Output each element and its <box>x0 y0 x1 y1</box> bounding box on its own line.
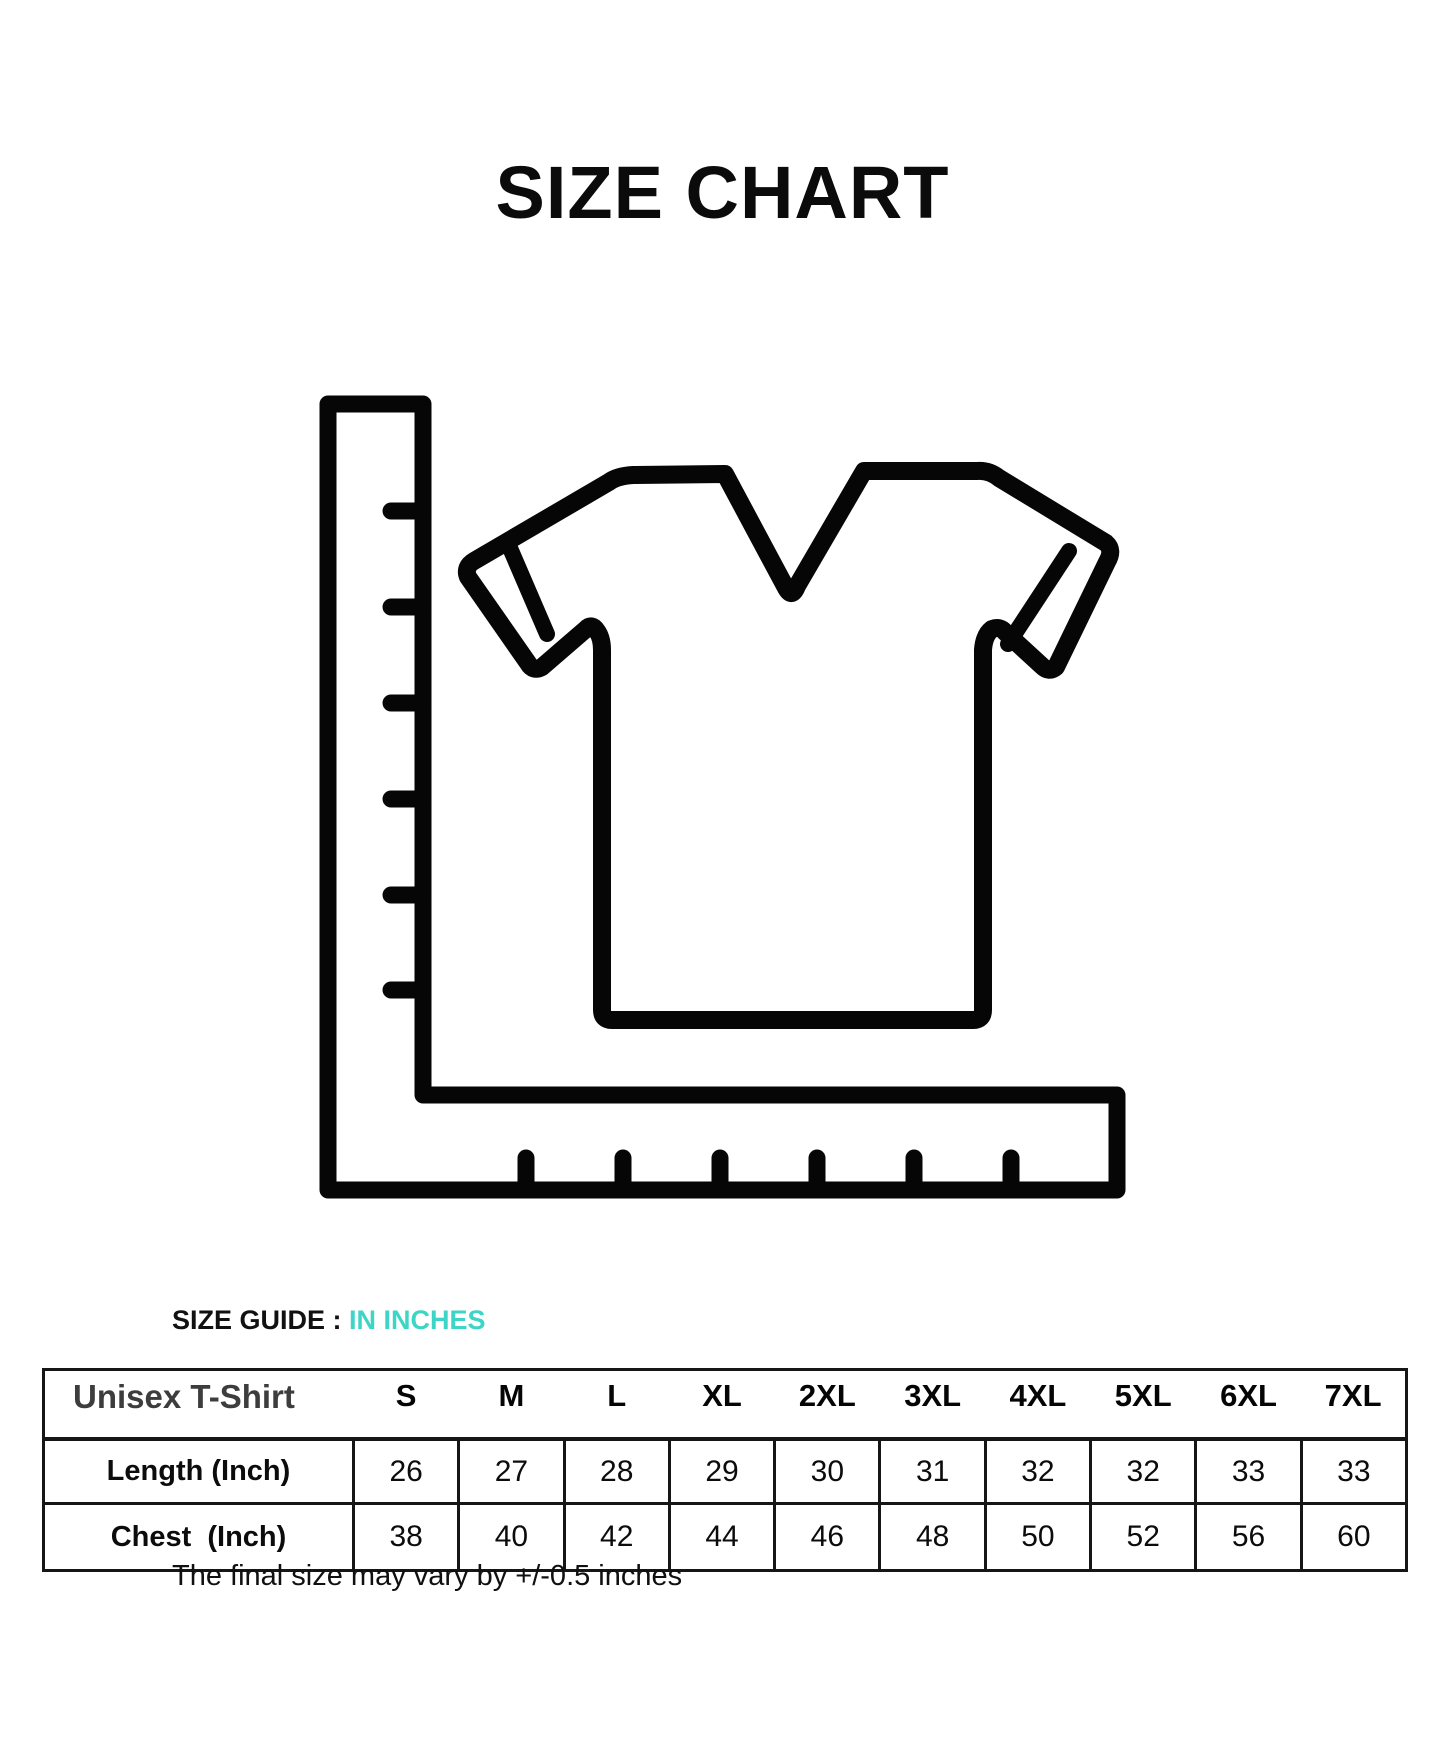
length-value: 27 <box>457 1437 566 1505</box>
length-value: 33 <box>1299 1437 1409 1505</box>
chest-value: 52 <box>1089 1502 1198 1572</box>
length-value: 32 <box>1089 1437 1198 1505</box>
table-row-chest: Chest (Inch) 38 40 42 44 46 48 50 52 56 … <box>42 1502 1409 1572</box>
size-column-header-s: S <box>353 1369 459 1441</box>
page-title: SIZE CHART <box>495 151 950 234</box>
size-column-header-6xl: 6XL <box>1195 1369 1302 1441</box>
tshirt-cuff-line-left <box>502 540 555 642</box>
table-corner-label: Unisex T-Shirt <box>43 1369 354 1441</box>
size-column-header-5xl: 5XL <box>1090 1369 1196 1441</box>
length-value: 28 <box>562 1437 671 1505</box>
size-column-header-m: M <box>458 1369 565 1441</box>
length-value: 29 <box>667 1437 777 1505</box>
row-label-chest: Chest (Inch) <box>42 1502 355 1572</box>
size-column-header-4xl: 4XL <box>985 1369 1091 1441</box>
size-guide-label: SIZE GUIDE : <box>172 1305 350 1335</box>
size-column-header-xl: XL <box>669 1369 775 1441</box>
table-header-row: Unisex T-Shirt S M L XL 2XL 3XL 4XL 5XL … <box>43 1369 1407 1441</box>
length-value: 26 <box>351 1437 461 1505</box>
size-variance-footnote: The final size may vary by +/-0.5 inches <box>172 1560 683 1592</box>
row-label-length: Length (Inch) <box>42 1437 355 1505</box>
ruler-icon <box>319 395 1126 1199</box>
chest-value: 42 <box>562 1502 671 1572</box>
size-column-header-2xl: 2XL <box>774 1369 880 1441</box>
chest-value: 38 <box>351 1502 461 1572</box>
size-column-header-7xl: 7XL <box>1301 1369 1407 1441</box>
chest-value: 60 <box>1299 1502 1409 1572</box>
ruler-ticks-horizontal <box>517 1149 1020 1198</box>
tshirt-cuff-line-right <box>1000 543 1077 652</box>
length-value: 31 <box>878 1437 987 1505</box>
tshirt-icon <box>457 461 1120 1029</box>
chest-value: 46 <box>773 1502 882 1572</box>
length-value: 32 <box>983 1437 1093 1505</box>
chest-value: 48 <box>878 1502 987 1572</box>
size-guide-units: IN INCHES <box>349 1305 486 1335</box>
chest-value: 40 <box>457 1502 566 1572</box>
size-table: Unisex T-Shirt S M L XL 2XL 3XL 4XL 5XL … <box>42 1368 1409 1572</box>
size-column-header-3xl: 3XL <box>879 1369 986 1441</box>
ruler-ticks-vertical <box>382 502 431 999</box>
size-column-header-l: L <box>564 1369 670 1441</box>
length-value: 30 <box>773 1437 882 1505</box>
size-table-container: Unisex T-Shirt S M L XL 2XL 3XL 4XL 5XL … <box>42 1368 1409 1572</box>
length-value: 33 <box>1194 1437 1303 1505</box>
chest-value: 44 <box>667 1502 777 1572</box>
table-row-length: Length (Inch) 26 27 28 29 30 31 32 32 33… <box>42 1437 1409 1505</box>
chest-value: 50 <box>983 1502 1093 1572</box>
size-guide-heading: SIZE GUIDE : IN INCHES <box>172 1305 486 1336</box>
chest-value: 56 <box>1194 1502 1303 1572</box>
